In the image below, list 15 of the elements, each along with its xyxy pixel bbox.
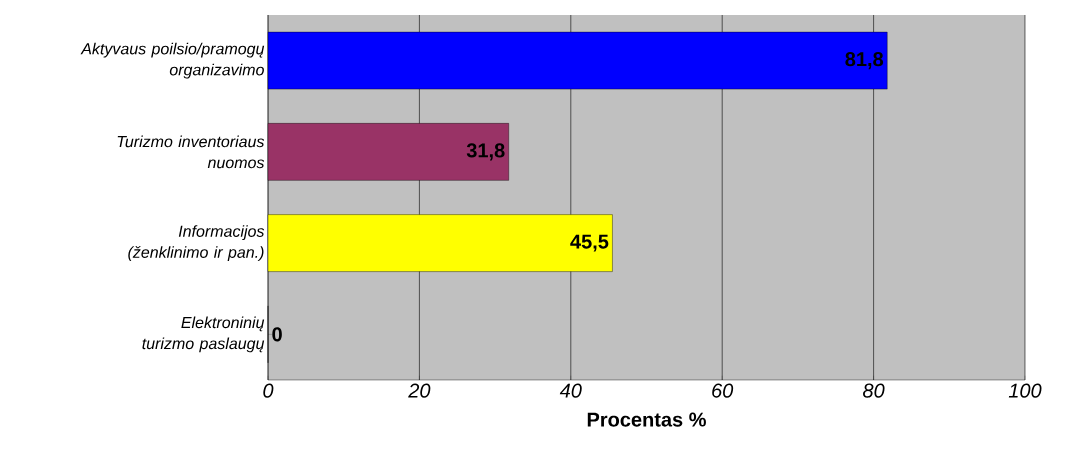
y-tick-label: Turizmo inventoriaus nuomos xyxy=(117,135,265,169)
x-tick-label: 60 xyxy=(712,383,734,398)
x-axis-title: Procentas % xyxy=(587,412,706,427)
data-label: 45,5 xyxy=(570,234,609,252)
x-tick-label: 80 xyxy=(863,383,885,398)
data-label: 0 xyxy=(272,327,282,342)
y-tick-label: Informacijos (ženklinimo ir pan.) xyxy=(128,225,265,262)
data-label: 31,8 xyxy=(466,143,505,161)
y-tick-label: Elektroninių turizmo paslaugų xyxy=(142,316,265,353)
data-label: 81,8 xyxy=(845,52,884,70)
x-tick-label: 20 xyxy=(408,383,431,398)
x-tick-label: 100 xyxy=(1008,383,1042,398)
x-tick-label: 40 xyxy=(559,383,582,398)
y-tick-label: Aktyvaus poilsio/pramogų organizavimo xyxy=(80,42,265,79)
x-tick-label: 0 xyxy=(263,383,274,398)
